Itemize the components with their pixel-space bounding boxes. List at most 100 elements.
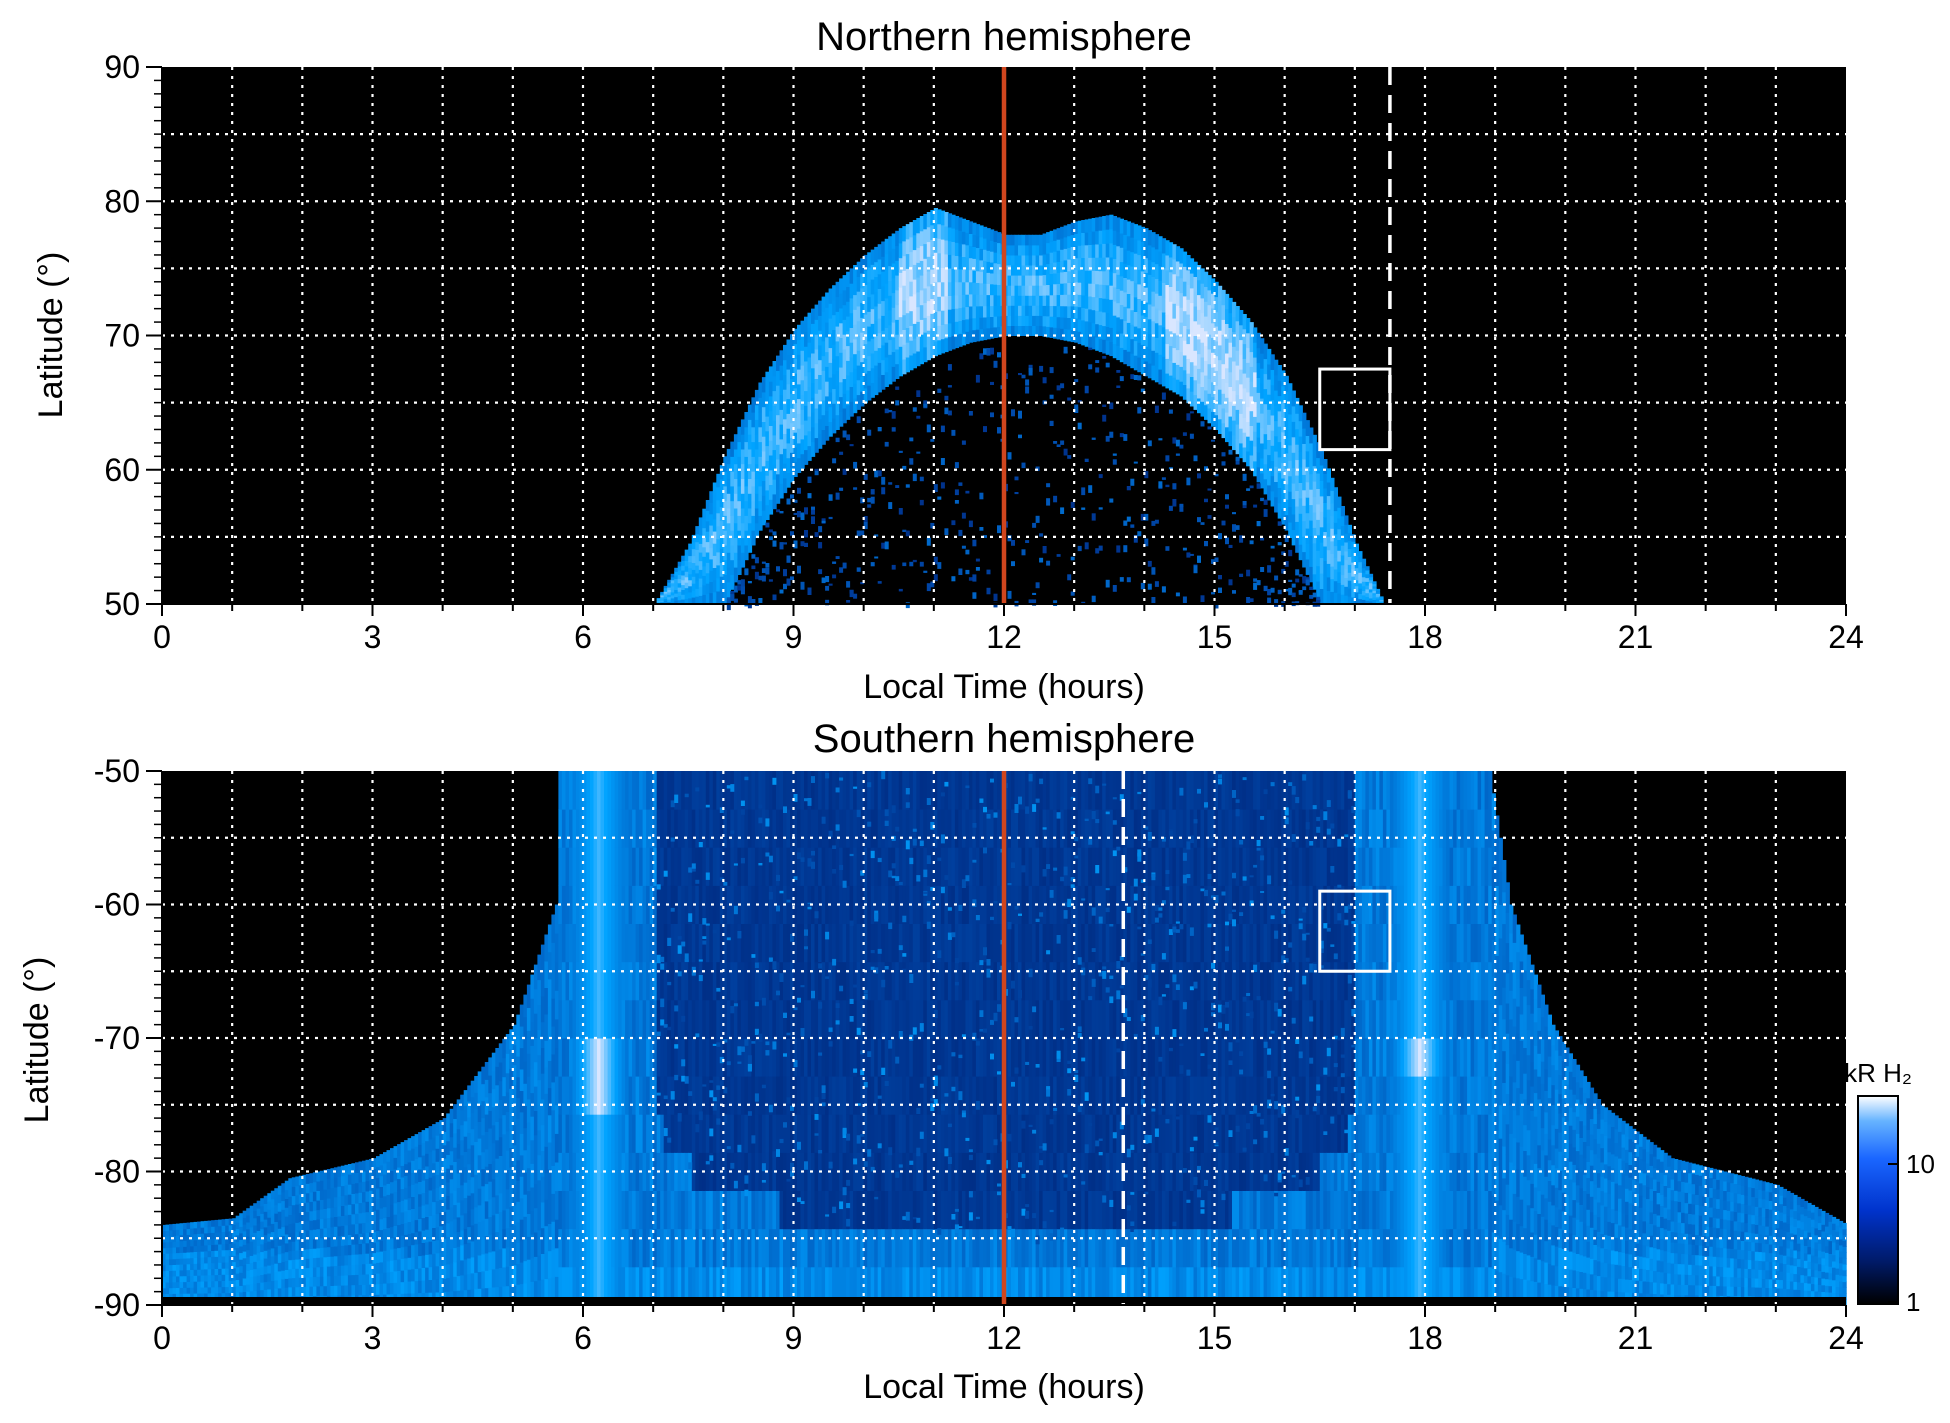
emission-cell <box>281 1287 286 1297</box>
oval-cell <box>1144 242 1149 259</box>
oval-cell <box>1228 416 1233 432</box>
emission-cell <box>519 1004 524 1027</box>
emission-cell <box>200 1233 205 1240</box>
oval-cell <box>1354 579 1359 587</box>
speckle <box>990 381 994 385</box>
oval-cell <box>1193 291 1198 307</box>
emission-cell <box>435 1252 440 1267</box>
oval-cell <box>1046 315 1051 327</box>
oval-cell <box>1197 383 1202 399</box>
emission-cell <box>305 1192 310 1203</box>
oval-cell <box>1351 576 1356 584</box>
oval-cell <box>1084 257 1089 271</box>
oval-cell <box>1042 284 1047 296</box>
oval-cell <box>1070 234 1075 247</box>
oval-cell <box>905 327 910 343</box>
emission-cell <box>326 1178 332 1189</box>
emission-cell <box>197 1293 202 1300</box>
speckle <box>1151 567 1156 575</box>
emission-cell <box>593 809 598 848</box>
speckle <box>867 429 872 436</box>
oval-cell <box>761 391 767 408</box>
emission-cell <box>176 1264 181 1271</box>
oval-cell <box>1147 259 1152 275</box>
emission-cell <box>628 1114 633 1153</box>
speckle <box>1112 585 1117 592</box>
oval-cell <box>1186 299 1191 315</box>
emission-cell <box>576 999 581 1039</box>
emission-cell <box>530 1069 535 1094</box>
emission-cell <box>207 1274 212 1282</box>
oval-cell <box>1025 325 1030 336</box>
emission-cell <box>221 1243 226 1251</box>
oval-cell <box>1056 283 1061 296</box>
emission-cell <box>386 1271 391 1284</box>
oval-cell <box>1218 404 1223 420</box>
emission-cell <box>600 1114 605 1153</box>
oval-cell <box>1021 244 1026 256</box>
emission-cell <box>439 1199 444 1213</box>
emission-cell <box>221 1237 226 1245</box>
emission-cell <box>642 999 647 1039</box>
emission-cell <box>186 1252 191 1259</box>
speckle <box>881 487 886 495</box>
oval-cell <box>1154 278 1160 294</box>
emission-cell <box>302 1193 307 1204</box>
emission-cell <box>656 809 661 848</box>
speckle <box>1067 397 1072 401</box>
speckle <box>919 499 924 506</box>
oval-cell <box>1249 440 1254 456</box>
oval-cell <box>677 582 682 588</box>
emission-cell <box>484 1079 489 1098</box>
speckle <box>1035 582 1040 589</box>
emission-cell <box>376 1209 381 1221</box>
oval-cell <box>1144 287 1149 303</box>
emission-cell <box>239 1265 244 1273</box>
emission-cell <box>618 1228 623 1268</box>
emission-cell <box>309 1201 314 1212</box>
oval-cell <box>1281 401 1286 417</box>
emission-cell <box>488 1145 493 1164</box>
oval-cell <box>695 572 700 582</box>
oval-cell <box>1049 294 1054 306</box>
oval-cell <box>1326 590 1331 605</box>
emission-cell <box>418 1156 423 1170</box>
speckle <box>1291 583 1296 588</box>
emission-cell <box>376 1198 381 1210</box>
emission-cell <box>677 1152 682 1191</box>
emission-cell <box>726 1190 731 1230</box>
oval-cell <box>818 389 823 405</box>
oval-cell <box>1200 268 1205 284</box>
speckle <box>779 511 784 514</box>
emission-cell <box>323 1266 328 1277</box>
emission-cell <box>263 1195 268 1204</box>
emission-cell <box>470 1240 475 1258</box>
emission-cell <box>312 1191 318 1202</box>
oval-cell <box>951 241 956 256</box>
oval-cell <box>1137 225 1142 241</box>
oval-cell <box>951 322 956 336</box>
emission-cell <box>642 1266 647 1306</box>
emission-cell <box>176 1275 181 1283</box>
emission-cell <box>355 1233 360 1245</box>
speckle <box>1119 577 1124 582</box>
oval-cell <box>790 393 795 409</box>
oval-cell <box>691 534 696 543</box>
emission-cell <box>383 1250 388 1262</box>
emission-cell <box>684 1266 689 1306</box>
oval-cell <box>726 567 731 583</box>
speckle <box>1260 567 1265 572</box>
emission-cell <box>593 999 598 1039</box>
x-tick-label: 6 <box>574 619 592 655</box>
oval-cell <box>723 485 728 502</box>
emission-cell <box>600 847 605 886</box>
emission-cell <box>407 1150 412 1163</box>
oval-cell <box>1046 253 1051 265</box>
emission-cell <box>526 1190 532 1214</box>
speckle <box>923 403 928 408</box>
emission-cell <box>730 885 735 924</box>
speckle <box>726 602 731 611</box>
speckle <box>1018 373 1022 376</box>
oval-cell <box>849 297 854 314</box>
oval-cell <box>891 322 896 338</box>
